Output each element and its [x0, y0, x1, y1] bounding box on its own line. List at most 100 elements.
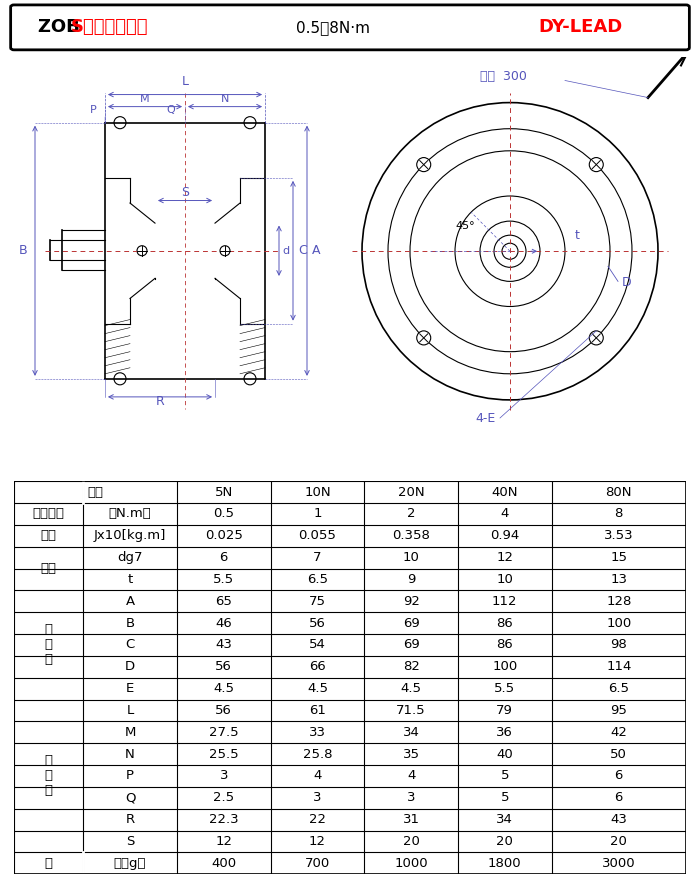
Text: DY-LEAD: DY-LEAD [538, 19, 622, 36]
Text: 5: 5 [500, 769, 509, 782]
Text: 2: 2 [407, 508, 415, 520]
Text: 20: 20 [610, 835, 627, 848]
Text: 27.5: 27.5 [209, 726, 239, 739]
Text: 15: 15 [610, 551, 627, 564]
Text: 36: 36 [496, 726, 513, 739]
Text: 75: 75 [309, 595, 326, 608]
Circle shape [502, 243, 518, 260]
Text: 4: 4 [407, 769, 415, 782]
Text: 112: 112 [492, 595, 517, 608]
Text: L: L [127, 704, 134, 717]
Text: M: M [125, 726, 136, 739]
Text: 69: 69 [402, 616, 419, 630]
Text: 1800: 1800 [488, 857, 522, 870]
Text: L: L [181, 74, 188, 87]
Text: 5.5: 5.5 [214, 573, 235, 586]
Text: 40N: 40N [491, 486, 518, 499]
Text: 86: 86 [496, 638, 513, 652]
Circle shape [416, 331, 430, 345]
Text: 1: 1 [313, 508, 322, 520]
Text: B: B [18, 245, 27, 257]
Circle shape [589, 331, 603, 345]
Text: 3: 3 [313, 791, 322, 804]
Text: 33: 33 [309, 726, 326, 739]
Text: 34: 34 [496, 813, 513, 826]
Text: 6.5: 6.5 [608, 682, 629, 695]
Text: 31: 31 [402, 813, 419, 826]
Text: 4: 4 [313, 769, 321, 782]
Text: 20N: 20N [398, 486, 424, 499]
Text: N: N [220, 94, 229, 103]
Text: S: S [181, 185, 189, 199]
Text: 43: 43 [610, 813, 627, 826]
Text: 61: 61 [309, 704, 326, 717]
Text: S型磁粉制动器: S型磁粉制动器 [71, 19, 148, 36]
Text: 25.8: 25.8 [302, 748, 332, 760]
Text: 4-E: 4-E [475, 412, 496, 425]
Text: 1000: 1000 [394, 857, 428, 870]
Text: 56: 56 [216, 660, 232, 674]
Text: 2.5: 2.5 [214, 791, 235, 804]
Text: 92: 92 [402, 595, 419, 608]
Text: 6: 6 [220, 551, 228, 564]
Text: 3.53: 3.53 [604, 529, 634, 542]
Text: t: t [127, 573, 133, 586]
Text: 12: 12 [309, 835, 326, 848]
Circle shape [589, 157, 603, 171]
Text: 80N: 80N [606, 486, 632, 499]
Text: 6: 6 [615, 769, 623, 782]
Text: Jx10[kg.m]: Jx10[kg.m] [94, 529, 167, 542]
Circle shape [455, 196, 565, 306]
Text: 54: 54 [309, 638, 326, 652]
Text: 12: 12 [496, 551, 513, 564]
Text: （N.m）: （N.m） [108, 508, 151, 520]
Circle shape [416, 157, 430, 171]
Text: 400: 400 [211, 857, 237, 870]
Circle shape [114, 117, 126, 129]
Text: 82: 82 [402, 660, 419, 674]
Text: C: C [298, 245, 307, 257]
Text: 10: 10 [402, 551, 419, 564]
Text: d: d [282, 245, 289, 256]
Circle shape [494, 235, 526, 268]
Text: 65: 65 [216, 595, 232, 608]
Text: D: D [622, 276, 631, 290]
Text: 100: 100 [492, 660, 517, 674]
Text: 100: 100 [606, 616, 631, 630]
Text: 0.5: 0.5 [214, 508, 235, 520]
Text: 轴
方
向: 轴 方 向 [45, 754, 52, 797]
Text: R: R [125, 813, 134, 826]
Circle shape [137, 245, 147, 256]
Text: 惯性: 惯性 [41, 529, 57, 542]
Text: 0.94: 0.94 [490, 529, 519, 542]
Text: 79: 79 [496, 704, 513, 717]
Text: 3: 3 [220, 769, 228, 782]
Circle shape [244, 117, 256, 129]
FancyBboxPatch shape [10, 5, 690, 49]
Text: 42: 42 [610, 726, 627, 739]
Circle shape [362, 102, 658, 400]
Text: 50: 50 [610, 748, 627, 760]
Text: 量（g）: 量（g） [114, 857, 146, 870]
Text: 7: 7 [313, 551, 322, 564]
Text: S: S [126, 835, 134, 848]
Text: P: P [126, 769, 134, 782]
Text: C: C [125, 638, 134, 652]
Text: 線長  300: 線長 300 [480, 71, 527, 84]
Circle shape [410, 151, 610, 351]
Text: 25.5: 25.5 [209, 748, 239, 760]
Circle shape [244, 373, 256, 385]
Text: 66: 66 [309, 660, 326, 674]
Text: 10: 10 [496, 573, 513, 586]
Text: 型号: 型号 [88, 486, 104, 499]
Circle shape [480, 221, 540, 282]
Text: 0.025: 0.025 [205, 529, 243, 542]
Text: 定格转距: 定格转距 [33, 508, 64, 520]
Text: 5.5: 5.5 [494, 682, 515, 695]
Text: 10N: 10N [304, 486, 330, 499]
Text: 700: 700 [304, 857, 330, 870]
Text: 20: 20 [402, 835, 419, 848]
Text: ZOB: ZOB [38, 19, 85, 36]
Text: 轴径: 轴径 [41, 562, 57, 575]
Text: 56: 56 [309, 616, 326, 630]
